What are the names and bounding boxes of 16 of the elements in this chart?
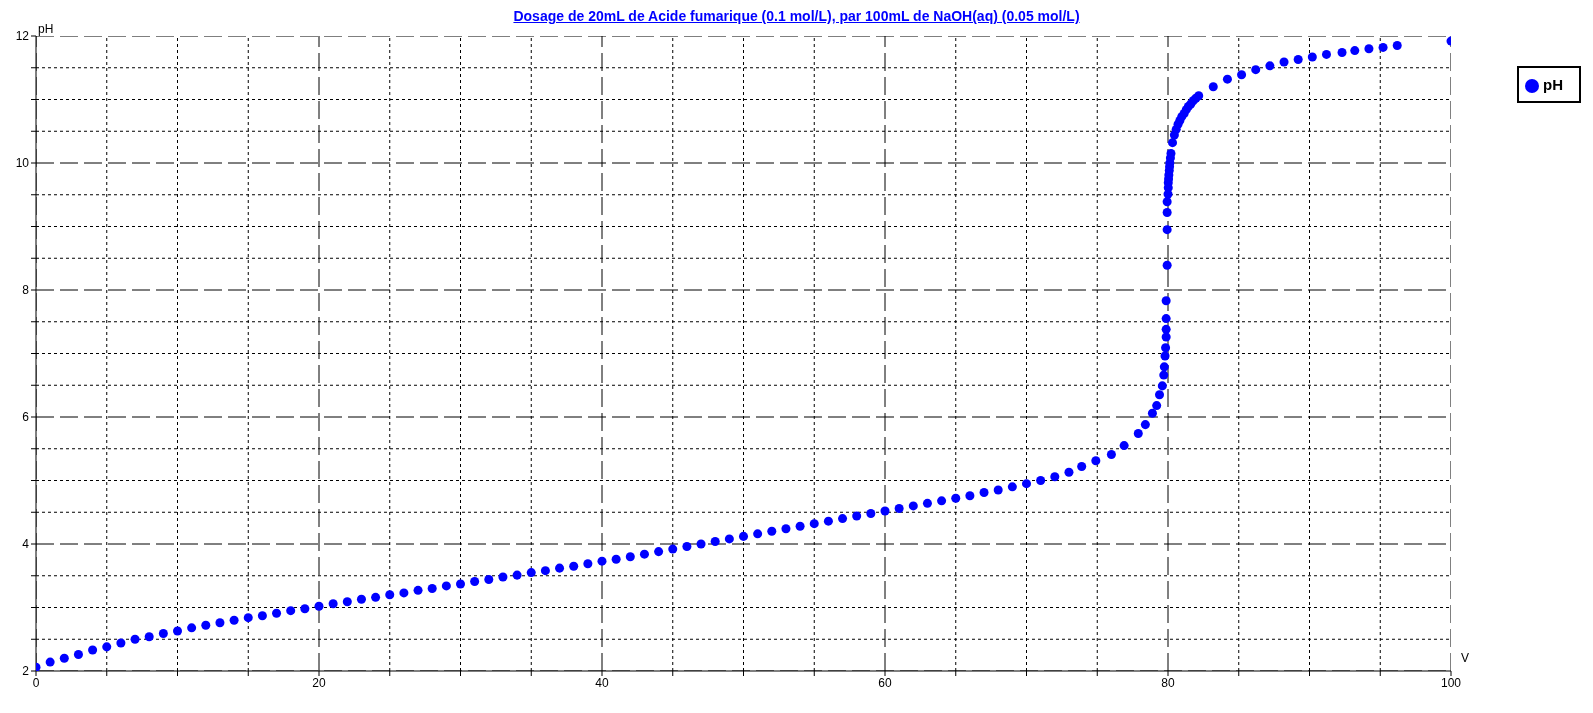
chart-title: Dosage de 20mL de Acide fumarique (0.1 mol/L), par 100mL de NaOH(aq) (0.05 mol/L) [513,8,1080,24]
y-tick-label: 6 [22,410,30,425]
y-axis-title: pH [38,22,54,36]
x-tick-label: 60 [878,675,892,690]
x-tick-label: 100 [1440,675,1462,690]
x-tick-label: 20 [312,675,326,690]
y-tick-label: 2 [22,664,30,679]
x-tick-label: 40 [595,675,609,690]
y-tick-label: 10 [15,156,30,171]
x-tick-label: 0 [32,675,40,690]
y-tick-label: 4 [22,537,30,552]
x-tick-label: 80 [1161,675,1175,690]
y-tick-label: 8 [22,283,30,298]
legend-label: pH [1543,76,1563,93]
y-tick-label: 12 [15,29,30,44]
x-axis-title: V [1460,650,1469,665]
